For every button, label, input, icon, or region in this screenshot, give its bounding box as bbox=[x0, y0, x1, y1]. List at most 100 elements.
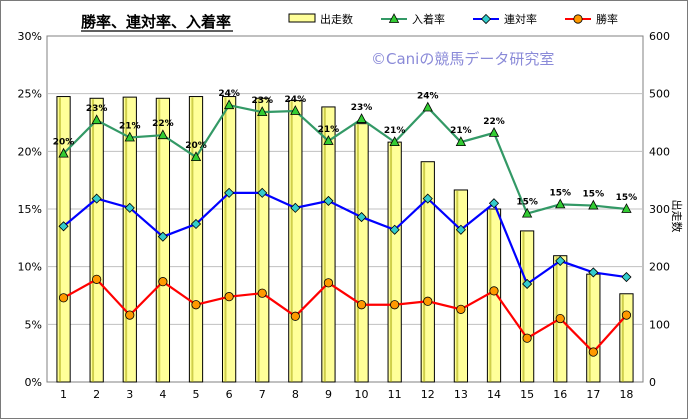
marker-triangle bbox=[58, 147, 69, 158]
legend-label: 勝率 bbox=[596, 12, 618, 26]
marker-circle bbox=[588, 347, 598, 357]
marker-circle bbox=[522, 333, 532, 343]
right-tick-label: 300 bbox=[649, 203, 670, 216]
gridlines bbox=[47, 93, 643, 325]
right-tick-label: 0 bbox=[649, 376, 656, 389]
marker-circle bbox=[573, 14, 583, 24]
x-tick-label: 3 bbox=[126, 388, 133, 401]
marker-circle bbox=[92, 274, 102, 284]
data-label: 22% bbox=[483, 117, 505, 127]
marker-triangle bbox=[290, 105, 301, 115]
marker-diamond bbox=[58, 221, 69, 232]
lines bbox=[58, 99, 632, 357]
x-tick-label: 13 bbox=[454, 388, 468, 401]
right-axis-label: 出走数 bbox=[670, 200, 684, 233]
marker-diamond bbox=[522, 278, 533, 290]
x-tick-label: 2 bbox=[93, 388, 100, 401]
marker-triangle bbox=[389, 136, 400, 147]
marker-diamond bbox=[480, 13, 492, 25]
marker-triangle bbox=[621, 203, 632, 213]
marker-circle bbox=[224, 292, 234, 302]
bar bbox=[89, 97, 104, 383]
marker-triangle bbox=[588, 199, 599, 210]
marker-circle bbox=[489, 286, 499, 296]
marker-triangle bbox=[555, 198, 566, 209]
left-tick-label: 15% bbox=[18, 203, 42, 216]
bar bbox=[321, 106, 336, 383]
data-label: 15% bbox=[549, 188, 571, 198]
left-tick-label: 25% bbox=[18, 88, 42, 101]
data-label: 23% bbox=[86, 104, 108, 114]
marker-diamond bbox=[588, 267, 599, 278]
legend-label: 出走数 bbox=[320, 12, 353, 26]
marker-diamond bbox=[488, 198, 500, 209]
x-tick-label: 14 bbox=[487, 388, 501, 401]
marker-diamond bbox=[455, 224, 466, 235]
marker-diamond bbox=[389, 224, 400, 235]
marker-circle bbox=[125, 310, 135, 320]
marker-circle bbox=[621, 310, 632, 320]
right-tick-label: 500 bbox=[649, 88, 670, 101]
right-tick-label: 600 bbox=[649, 30, 670, 43]
data-label: 20% bbox=[53, 138, 75, 148]
marker-circle bbox=[257, 288, 267, 298]
x-tick-label: 9 bbox=[325, 388, 332, 401]
right-tick-label: 200 bbox=[649, 261, 670, 274]
x-tick-label: 18 bbox=[619, 388, 633, 401]
marker-diamond bbox=[224, 187, 235, 198]
data-label: 20% bbox=[185, 141, 207, 151]
marker-circle bbox=[323, 278, 334, 288]
x-tick-label: 5 bbox=[193, 388, 200, 401]
data-label: 22% bbox=[152, 119, 174, 129]
marker-triangle bbox=[124, 131, 135, 142]
marker-triangle bbox=[91, 114, 102, 125]
right-tick-label: 100 bbox=[649, 318, 670, 331]
bar bbox=[288, 100, 303, 383]
data-label: 21% bbox=[318, 125, 340, 135]
bar bbox=[519, 230, 535, 383]
x-tick-label: 4 bbox=[159, 388, 166, 401]
data-label: 21% bbox=[119, 121, 141, 131]
data-label: 24% bbox=[218, 89, 240, 99]
x-tick-label: 8 bbox=[292, 388, 299, 401]
left-tick-label: 10% bbox=[18, 261, 42, 274]
data-labels: 20% 23% 21% 22% 20% 24% 23% 24% 21% 23% 21% 24% 21% 2… bbox=[53, 89, 637, 207]
marker-diamond bbox=[157, 231, 168, 242]
legend-label: 入着率 bbox=[412, 12, 445, 26]
data-label: 23% bbox=[251, 96, 273, 106]
marker-circle bbox=[456, 304, 466, 314]
marker-diamond bbox=[124, 202, 135, 213]
marker-circle bbox=[58, 293, 69, 303]
left-tick-label: 5% bbox=[25, 318, 42, 331]
data-label: 21% bbox=[384, 126, 406, 136]
legend-label: 連対率 bbox=[504, 12, 537, 26]
series-line bbox=[63, 277, 628, 354]
marker-diamond bbox=[290, 202, 301, 213]
bar bbox=[619, 293, 634, 383]
marker-circle bbox=[423, 296, 433, 306]
marker-triangle bbox=[455, 136, 467, 147]
marker-circle bbox=[390, 300, 400, 310]
marker-circle bbox=[158, 277, 168, 287]
left-tick-label: 20% bbox=[18, 145, 42, 158]
marker-diamond bbox=[621, 271, 632, 283]
bar bbox=[221, 96, 237, 383]
chart-title: 勝率、連対率、入着率 bbox=[81, 13, 231, 31]
data-label: 24% bbox=[417, 92, 439, 102]
bar bbox=[486, 208, 502, 383]
marker-triangle bbox=[356, 113, 367, 123]
marker-diamond bbox=[190, 218, 202, 230]
x-tick-label: 15 bbox=[520, 388, 534, 401]
series-line bbox=[62, 103, 627, 215]
marker-triangle bbox=[488, 127, 500, 137]
data-label: 21% bbox=[450, 126, 472, 136]
bar bbox=[453, 189, 469, 383]
data-label: 24% bbox=[285, 95, 307, 105]
legend: 出走数 入着率 連対率 勝率 bbox=[288, 12, 618, 26]
x-tick-label: 16 bbox=[553, 388, 567, 401]
marker-diamond bbox=[422, 193, 433, 204]
marker-triangle bbox=[157, 129, 169, 140]
marker-triangle bbox=[422, 101, 433, 112]
